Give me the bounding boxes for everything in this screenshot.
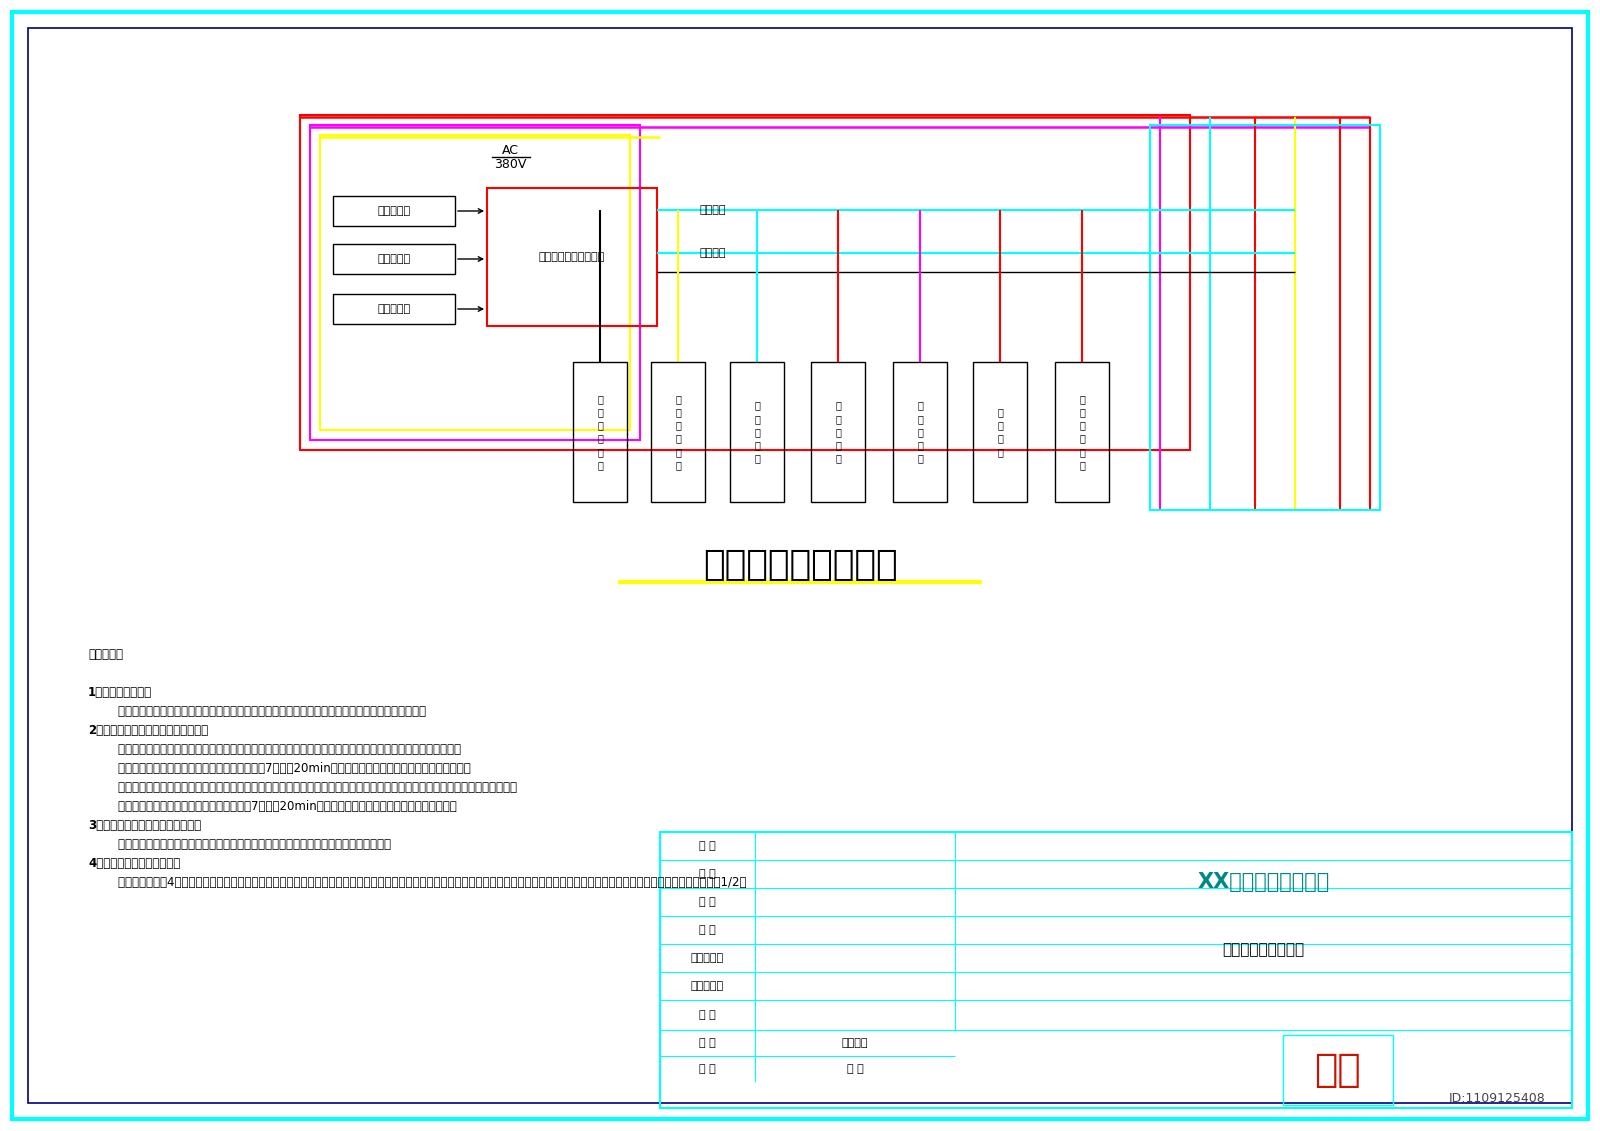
- Bar: [573, 362, 627, 502]
- Text: 回
用
供
水
泵: 回 用 供 水 泵: [835, 400, 842, 464]
- Bar: [1283, 1035, 1392, 1105]
- Bar: [333, 244, 454, 274]
- Text: 工程负责人: 工程负责人: [691, 981, 725, 991]
- Bar: [301, 115, 1190, 450]
- Bar: [651, 362, 706, 502]
- Bar: [486, 188, 658, 326]
- Text: ID:1109125408: ID:1109125408: [1448, 1091, 1546, 1105]
- Text: 设备间一般设低、高两个液位，分别为设备间排污泵停泵液位、设备间排污泵启泵液位。: 设备间一般设低、高两个液位，分别为设备间排污泵停泵液位、设备间排污泵启泵液位。: [88, 838, 390, 851]
- Text: 雨
水
提
升
泵: 雨 水 提 升 泵: [754, 400, 760, 464]
- Text: 紫
外
线
消
毒
器: 紫 外 线 消 毒 器: [1078, 394, 1085, 470]
- Text: 电控柜（雨水控制柜）: 电控柜（雨水控制柜）: [539, 252, 605, 262]
- Text: 设
备
间
排
污
泵: 设 备 间 排 污 泵: [597, 394, 603, 470]
- Text: 3、设备间液位及排污泵控制要求：: 3、设备间液位及排污泵控制要求：: [88, 819, 202, 832]
- Bar: [893, 362, 947, 502]
- Text: 2、蓄水池液位及相关水泵控制要求：: 2、蓄水池液位及相关水泵控制要求：: [88, 724, 208, 737]
- Text: 蓄水池排污泵根据时间和液位控制，初步设定隔7天开启20min，同时受蓄水池中液位的控制，低液位停泵；: 蓄水池排污泵根据时间和液位控制，初步设定隔7天开启20min，同时受蓄水池中液位…: [88, 762, 470, 775]
- Text: 清水池一般设置4个液位信号，低液位时，供水设备停泵；中低液位时，自来水补水阀打开；中液位时，自来水补水阀关闭；高液位时，关闭雨水提升泵。在雨季，中液位应低于清水: 清水池一般设置4个液位信号，低液位时，供水设备停泵；中低液位时，自来水补水阀打开…: [88, 877, 747, 889]
- Text: 蓄水池一般设低、高两个液位，分别为蓄水池雨水提升泵、排泥泵、反冲洗泵停止液位，雨水提升泵启泵液位。: 蓄水池一般设低、高两个液位，分别为蓄水池雨水提升泵、排泥泵、反冲洗泵停止液位，雨…: [88, 743, 461, 756]
- Text: 补
水
电
磁
阀: 补 水 电 磁 阀: [917, 400, 923, 464]
- Text: 清水池液位: 清水池液位: [378, 304, 411, 314]
- Text: 安全负责人: 安全负责人: [691, 953, 725, 962]
- Bar: [1150, 126, 1379, 510]
- Text: 所有设备（单独）具备手动和自动控制功能，故障声光报警并自动将备用设备（如果有）投入运行。: 所有设备（单独）具备手动和自动控制功能，故障声光报警并自动将备用设备（如果有）投…: [88, 705, 426, 718]
- Text: 审 核: 审 核: [699, 925, 715, 935]
- Bar: [730, 362, 784, 502]
- Text: 校 对: 校 对: [699, 897, 715, 907]
- Bar: [310, 126, 640, 440]
- Bar: [661, 832, 1571, 1108]
- Text: 蓄
水
池
排
污
泵: 蓄 水 池 排 污 泵: [675, 394, 682, 470]
- Text: 审 定: 审 定: [699, 1010, 715, 1020]
- Text: 反
冲
洗
泵: 反 冲 洗 泵: [997, 407, 1003, 457]
- Bar: [811, 362, 866, 502]
- Bar: [320, 135, 630, 430]
- Text: 电气控制原理示意图: 电气控制原理示意图: [1222, 942, 1304, 958]
- Text: 设 计: 设 计: [699, 869, 715, 879]
- Text: 图 号: 图 号: [846, 1064, 864, 1074]
- Text: 雨水提升泵的启停由蓄水池液位控制，低液位时水泵关闭，高液位时水泵开启；注意当清水池内达到高液位时，雨水提升泵关闭；: 雨水提升泵的启停由蓄水池液位控制，低液位时水泵关闭，高液位时水泵开启；注意当清水…: [88, 782, 517, 794]
- Text: 比 例: 比 例: [699, 1038, 715, 1048]
- Text: 制 图: 制 图: [699, 841, 715, 851]
- Text: XX建筑设计有限公司: XX建筑设计有限公司: [1197, 872, 1330, 892]
- Text: 设计阶段: 设计阶段: [842, 1038, 869, 1048]
- Text: 电气控制原理示意图: 电气控制原理示意图: [702, 549, 898, 582]
- Text: 设备间液位: 设备间液位: [378, 206, 411, 216]
- Bar: [1054, 362, 1109, 502]
- Text: 知末: 知末: [1314, 1051, 1362, 1089]
- Text: 反冲洗泵根据时间和液位控制，初步设定隔7天开启20min，同时受蓄水池中液位的控制，低液位停泵。: 反冲洗泵根据时间和液位控制，初步设定隔7天开启20min，同时受蓄水池中液位的控…: [88, 800, 456, 813]
- Text: 日 期: 日 期: [699, 1064, 715, 1074]
- Text: 控制要求：: 控制要求：: [88, 648, 123, 661]
- Bar: [333, 294, 454, 323]
- Bar: [973, 362, 1027, 502]
- Text: 自动控制: 自动控制: [701, 205, 726, 215]
- Text: 1、总体控制要求：: 1、总体控制要求：: [88, 687, 152, 699]
- Text: 380V: 380V: [494, 158, 526, 172]
- Text: 蓄水池液位: 蓄水池液位: [378, 254, 411, 264]
- Text: AC: AC: [501, 144, 518, 156]
- Text: 4、回用供水部分控制要求：: 4、回用供水部分控制要求：: [88, 857, 181, 870]
- Text: 手动控制: 手动控制: [701, 248, 726, 258]
- Bar: [333, 196, 454, 226]
